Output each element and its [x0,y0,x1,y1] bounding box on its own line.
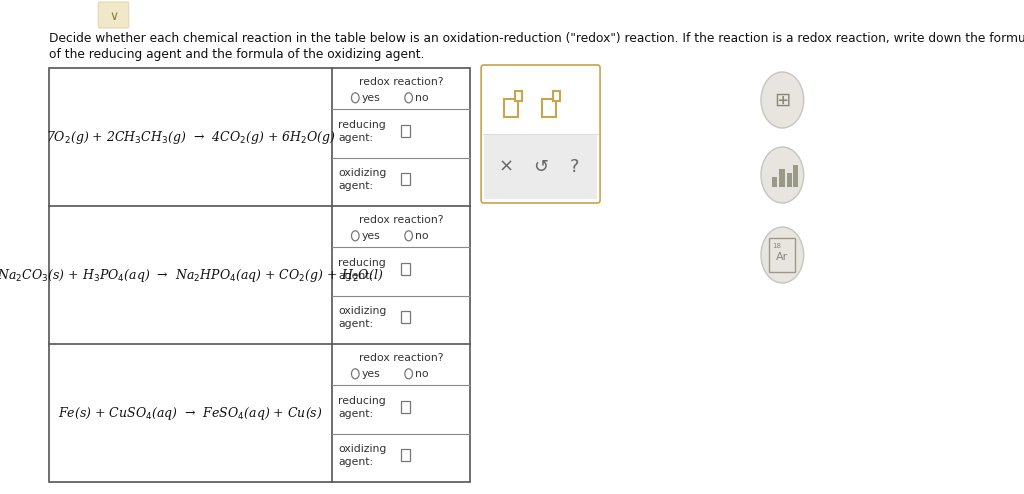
Bar [542,99,556,117]
Bar [401,311,411,324]
Bar [793,165,799,187]
Bar [769,238,796,272]
Text: redox reaction?: redox reaction? [358,354,443,364]
Circle shape [761,72,804,128]
Text: no: no [415,369,428,379]
Bar [553,91,560,101]
Text: ?: ? [570,158,580,176]
Text: yes: yes [361,93,380,103]
Circle shape [761,147,804,203]
Text: Ar: Ar [776,252,788,262]
Bar [779,169,784,187]
Bar [401,263,411,275]
Bar [401,450,411,461]
Bar [504,99,518,117]
Text: no: no [415,231,428,241]
Text: ∨: ∨ [109,9,118,23]
Circle shape [761,227,804,283]
Text: 7O$_2$(g) + 2CH$_3$CH$_3$(g)  →  4CO$_2$(g) + 6H$_2$O(g): 7O$_2$(g) + 2CH$_3$CH$_3$(g) → 4CO$_2$(g… [46,128,336,146]
Text: redox reaction?: redox reaction? [358,215,443,225]
Text: reducing
agent:: reducing agent: [339,257,386,281]
Text: yes: yes [361,369,380,379]
Text: ⊞: ⊞ [774,90,791,110]
Bar [401,173,411,185]
Text: yes: yes [361,231,380,241]
Bar [484,135,597,199]
Text: redox reaction?: redox reaction? [358,78,443,87]
FancyBboxPatch shape [98,2,129,28]
Text: reducing
agent:: reducing agent: [339,396,386,419]
Text: Fe(s) + CuSO$_4$(aq)  →  FeSO$_4$(aq) + Cu(s): Fe(s) + CuSO$_4$(aq) → FeSO$_4$(aq) + Cu… [58,405,323,421]
FancyBboxPatch shape [481,65,600,203]
Bar [401,125,411,137]
Bar [515,91,522,101]
Text: oxidizing
agent:: oxidizing agent: [339,306,387,329]
Text: Decide whether each chemical reaction in the table below is an oxidation-reducti: Decide whether each chemical reaction in… [49,32,1024,45]
Text: oxidizing
agent:: oxidizing agent: [339,168,387,191]
Bar [786,173,793,187]
Text: 18: 18 [772,243,781,249]
Bar [772,177,777,187]
Text: Na$_2$CO$_3$(s) + H$_3$PO$_4$(aq)  →  Na$_2$HPO$_4$(aq) + CO$_2$(g) + H$_2$O(l): Na$_2$CO$_3$(s) + H$_3$PO$_4$(aq) → Na$_… [0,266,384,284]
Text: ↺: ↺ [534,158,548,176]
Bar [49,68,470,482]
Text: reducing
agent:: reducing agent: [339,120,386,143]
Text: of the reducing agent and the formula of the oxidizing agent.: of the reducing agent and the formula of… [49,48,424,61]
Text: no: no [415,93,428,103]
Text: ×: × [499,158,514,176]
Bar [401,401,411,413]
Text: oxidizing
agent:: oxidizing agent: [339,444,387,467]
